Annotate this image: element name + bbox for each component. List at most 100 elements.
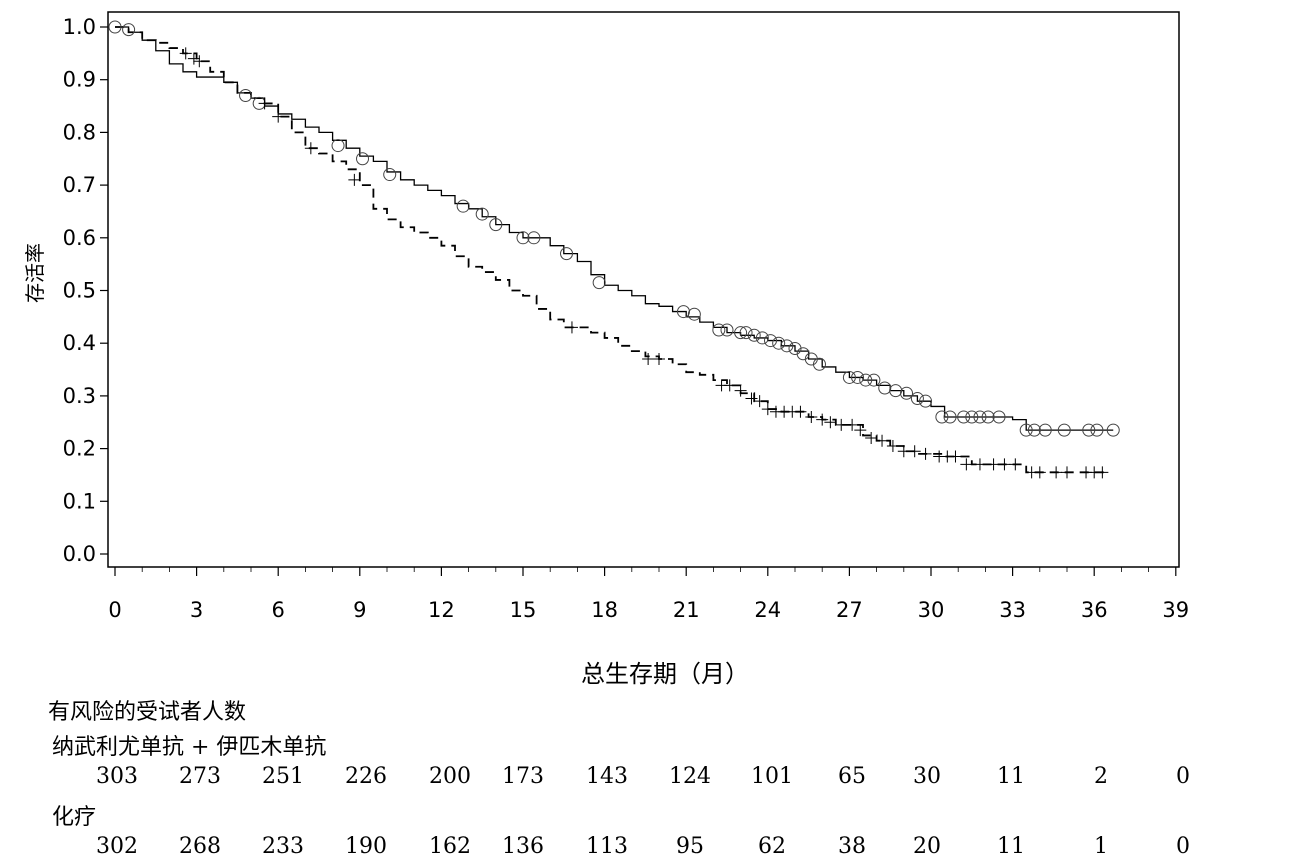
censor-circle — [331, 139, 345, 153]
risk-count: 0 — [1176, 764, 1190, 789]
censor-circle — [489, 218, 503, 232]
censor-plus — [272, 110, 285, 123]
censor-plus — [761, 403, 774, 416]
censor-plus — [565, 321, 578, 334]
censor-circle — [122, 23, 136, 37]
x-tick-label: 36 — [1081, 598, 1108, 622]
risk-count: 143 — [586, 764, 628, 789]
risk-count: 200 — [429, 764, 471, 789]
risk-table-title: 有风险的受试者人数 — [48, 700, 247, 725]
censor-plus — [949, 450, 962, 463]
risk-count: 0 — [1176, 834, 1190, 859]
censor-circle — [1106, 423, 1120, 437]
y-tick-label: 0.1 — [63, 489, 96, 513]
x-tick-label: 33 — [999, 598, 1026, 622]
x-tick-label: 27 — [836, 598, 863, 622]
y-axis-title: 存活率 — [23, 243, 47, 303]
risk-count: 273 — [179, 764, 221, 789]
censor-plus — [846, 418, 859, 431]
censor-plus — [179, 47, 192, 60]
risk-count: 302 — [96, 834, 138, 859]
risk-count: 226 — [345, 764, 387, 789]
censor-circle — [965, 410, 979, 424]
censor-plus — [987, 458, 1000, 471]
x-tick-label: 12 — [428, 598, 455, 622]
x-tick-label: 3 — [190, 598, 203, 622]
censor-plus — [734, 384, 747, 397]
censor-plus — [1061, 466, 1073, 479]
censor-circle — [739, 326, 753, 340]
x-tick-label: 18 — [591, 598, 618, 622]
risk-count: 38 — [838, 834, 866, 859]
censor-circle — [780, 339, 794, 353]
x-tick-label: 21 — [673, 598, 700, 622]
censor-plus — [794, 405, 807, 418]
censor-plus — [908, 445, 921, 458]
censor-circle — [919, 394, 933, 408]
censor-plus — [1050, 466, 1063, 479]
series-layer — [115, 26, 1114, 474]
risk-count: 20 — [913, 834, 941, 859]
censor-plus — [1009, 458, 1022, 471]
censor-circle — [1057, 423, 1071, 437]
censor-plus — [865, 432, 878, 445]
censor-plus — [653, 353, 665, 366]
censor-plus — [886, 439, 899, 452]
censor-circle — [456, 199, 470, 213]
risk-count: 2 — [1094, 764, 1108, 789]
y-tick-label: 0.3 — [63, 384, 96, 408]
x-tick-label: 24 — [754, 598, 781, 622]
risk-count: 62 — [758, 834, 786, 859]
censor-plus — [723, 379, 736, 392]
censor-circle — [560, 247, 574, 261]
x-tick-label: 30 — [918, 598, 945, 622]
x-tick-label: 9 — [353, 598, 366, 622]
censor-circle — [867, 373, 881, 387]
censor-circle — [1038, 423, 1052, 437]
censor-plus — [960, 458, 973, 471]
risk-count: 1 — [1094, 834, 1108, 859]
risk-count: 11 — [997, 834, 1025, 859]
censor-plus — [816, 413, 829, 426]
censor-circle — [851, 370, 865, 384]
y-tick-label: 0.2 — [63, 437, 96, 461]
censor-circle — [712, 323, 726, 337]
x-tick-label: 6 — [272, 598, 285, 622]
risk-count: 173 — [502, 764, 544, 789]
censor-circle — [687, 307, 701, 321]
x-tick-label: 39 — [1162, 598, 1189, 622]
plot-frame — [107, 11, 1180, 568]
risk-count: 268 — [179, 834, 221, 859]
censor-circle — [475, 207, 489, 221]
risk-count: 30 — [913, 764, 941, 789]
censor-circle — [910, 392, 924, 406]
censor-plus — [193, 55, 206, 68]
risk-group-label: 纳武利尤单抗 + 伊匹木单抗 — [52, 735, 327, 760]
risk-group-label: 化疗 — [52, 805, 97, 830]
censor-plus — [876, 434, 889, 447]
risk-count: 190 — [345, 834, 387, 859]
y-tick-label: 0.9 — [63, 68, 96, 92]
y-tick-label: 0.0 — [63, 542, 96, 566]
censor-plus — [998, 458, 1011, 471]
y-tick-label: 0.8 — [63, 120, 96, 144]
censor-plus — [854, 424, 867, 437]
y-axis: 0.0 0.1 0.2 0.3 0.4 0.5 0.6 0.7 0.8 0.9 1.0 — [63, 15, 108, 566]
censor-circle — [527, 231, 541, 245]
risk-count: 95 — [676, 834, 704, 859]
risk-count: 11 — [997, 764, 1025, 789]
censor-plus — [1096, 466, 1109, 479]
censor-circle — [1090, 423, 1104, 437]
y-tick-label: 1.0 — [63, 15, 96, 39]
censor-circle — [734, 326, 748, 340]
survival-line-2 — [115, 26, 1106, 474]
censor-circle — [592, 276, 606, 290]
x-axis-title: 总生存期（月） — [581, 660, 749, 688]
censor-circle — [356, 152, 370, 166]
risk-count: 136 — [502, 834, 544, 859]
risk-count: 251 — [262, 764, 304, 789]
x-tick-label: 0 — [108, 598, 121, 622]
censor-circle — [1082, 423, 1096, 437]
risk-count: 101 — [751, 764, 793, 789]
